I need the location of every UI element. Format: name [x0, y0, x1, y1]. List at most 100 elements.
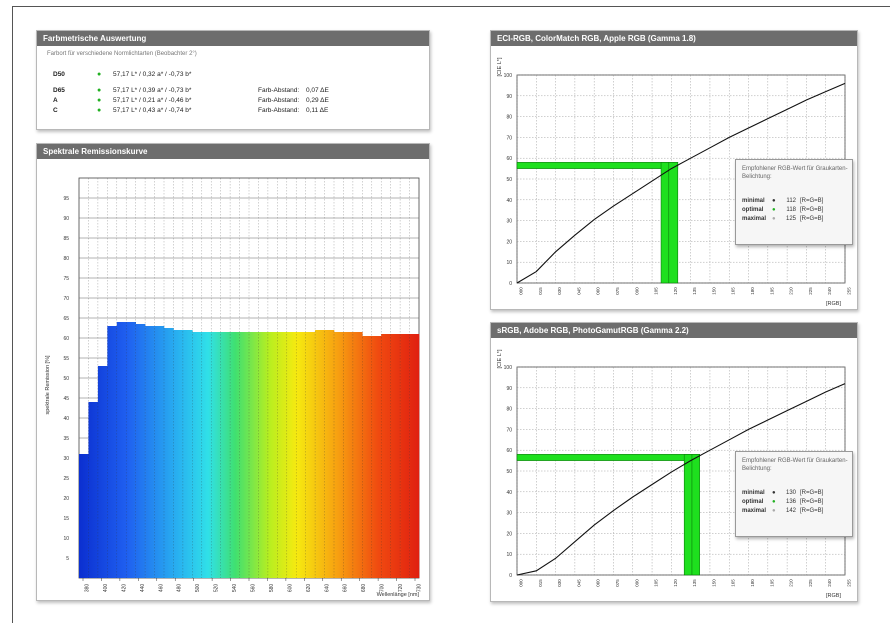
y-tick-label: 15: [63, 516, 69, 522]
distance-value: 0,07 ΔE: [306, 87, 329, 94]
x-tick-label: 400: [103, 584, 109, 593]
y-tick-label: 60: [506, 156, 512, 162]
y-tick-label: 60: [63, 336, 69, 342]
spectral-bar: [305, 332, 316, 578]
x-tick-label: 460: [158, 584, 164, 593]
legend-note: [R=G=B]: [800, 207, 824, 213]
legend-row-optimal: optimal ● 118 [R=G=B]: [742, 207, 823, 213]
x-tick-label: 120: [673, 579, 678, 587]
gamma22-legend: Empfohlener RGB-Wert für Graukarten-Beli…: [735, 451, 853, 537]
dot-icon: ●: [772, 508, 776, 514]
y-tick-label: 55: [63, 356, 69, 362]
spectral-bar: [343, 332, 354, 578]
legend-value: 112: [786, 198, 796, 204]
legend-note: [R=G=B]: [800, 198, 824, 204]
farbmetrik-panel: Farbmetrische Auswertung Farbort für ver…: [36, 30, 430, 130]
spectral-bar: [381, 334, 391, 578]
dot-icon: ●: [772, 216, 776, 222]
dot-icon: ●: [772, 490, 776, 496]
legend-value: 142: [785, 508, 796, 514]
lab-value: 57,17 L* / 0,21 a* / -0,46 b*: [113, 97, 192, 104]
y-tick-label: 0: [509, 573, 512, 579]
spectral-chart: 5 10 15 20 25 30 35 40 45 50 55 60 65 70 75 80 85 90 95 38…: [45, 177, 423, 598]
spectral-bar: [220, 332, 231, 578]
spectral-bar: [352, 332, 363, 578]
x-tick-label: 255: [847, 579, 852, 587]
color-dot-icon: ●: [97, 107, 102, 114]
distance-label: Farb-Abstand:: [258, 87, 300, 94]
y-tick-label: 50: [63, 376, 69, 382]
x-tick-label: 440: [140, 584, 146, 593]
spectral-bar: [258, 332, 269, 578]
spectral-bar: [334, 332, 344, 578]
x-tick-label: 195: [769, 287, 774, 295]
distance-value: 0,11 ΔE: [306, 107, 329, 114]
x-tick-label: 240: [827, 579, 832, 587]
dot-icon: ●: [772, 207, 776, 213]
x-tick-label: 075: [615, 287, 620, 295]
legend-label: minimal: [742, 198, 765, 204]
spectral-bar: [296, 332, 306, 578]
gamma18-ylabel: [CIE L*]: [497, 57, 503, 76]
x-tick-label: 090: [634, 579, 639, 587]
page-frame: [12, 6, 890, 623]
legend-value: 136: [785, 499, 796, 505]
y-tick-label: 30: [506, 219, 512, 225]
lichtart-label: D65: [53, 87, 65, 94]
legend-value: 118: [786, 207, 796, 213]
x-tick-label: 150: [711, 579, 716, 587]
gamma18-legend: Empfohlener RGB-Wert für Graukarten-Beli…: [735, 159, 853, 245]
spectral-bar: [267, 332, 278, 578]
color-dot-icon: ●: [97, 97, 102, 104]
x-tick-label: 180: [750, 287, 755, 295]
x-tick-label: 105: [654, 287, 659, 295]
x-tick-label: 060: [596, 287, 601, 295]
x-tick-label: 225: [808, 579, 813, 587]
spectral-bar: [249, 332, 259, 578]
distance-value: 0,29 ΔE: [306, 97, 329, 104]
spectral-bar: [88, 402, 99, 578]
legend-row-minimal: minimal ● 130 [R=G=B]: [742, 490, 823, 496]
y-tick-label: 65: [63, 316, 69, 322]
recommended-band-horizontal: [516, 162, 679, 169]
gamma18-title: ECI-RGB, ColorMatch RGB, Apple RGB (Gamm…: [491, 31, 857, 46]
spectral-xlabel: Wellenlänge [nm]: [377, 592, 420, 598]
x-tick-label: 060: [596, 579, 601, 587]
x-tick-label: 700: [380, 584, 386, 593]
x-tick-label: 120: [673, 287, 678, 295]
dot-icon: ●: [772, 198, 776, 204]
x-tick-label: 105: [654, 579, 659, 587]
distance-label: Farb-Abstand:: [258, 97, 300, 104]
legend-row-optimal: optimal ● 136 [R=G=B]: [742, 499, 823, 505]
farbmetrik-subtitle: Farbort für verschiedene Normlichtarten …: [47, 51, 197, 57]
x-tick-label: 720: [398, 584, 404, 593]
gamma22-xlabel: [RGB]: [826, 593, 841, 599]
lab-value: 57,17 L* / 0,43 a* / -0,74 b*: [113, 107, 192, 114]
spectral-bar: [286, 332, 297, 578]
lichtart-label: C: [53, 107, 58, 114]
farbmetrik-title: Farbmetrische Auswertung: [37, 31, 429, 46]
y-tick-label: 5: [66, 556, 69, 562]
x-tick-label: 075: [615, 579, 620, 587]
y-tick-label: 70: [506, 427, 512, 433]
x-tick-label: 180: [750, 579, 755, 587]
x-tick-label: 240: [827, 287, 832, 295]
y-tick-label: 80: [506, 115, 512, 121]
legend-label: optimal: [742, 499, 764, 505]
legend-note: [R=G=B]: [800, 216, 824, 222]
spectral-bar: [116, 322, 127, 578]
x-tick-label: 255: [847, 287, 852, 295]
y-tick-label: 95: [63, 196, 69, 202]
spectral-bar: [201, 332, 212, 578]
y-tick-label: 30: [506, 511, 512, 517]
legend-row-minimal: minimal ● 112 [R=G=B]: [742, 198, 823, 204]
spektral-panel: Spektrale Remissionskurve 5 10 15 20 25 30 35 4…: [36, 143, 430, 601]
x-tick-label: 520: [214, 584, 220, 593]
x-tick-label: 580: [269, 584, 275, 593]
legend-row-maximal: maximal ● 125 [R=G=B]: [742, 216, 823, 222]
spectral-bar: [239, 332, 250, 578]
y-tick-label: 90: [506, 386, 512, 392]
legend-note: [R=G=B]: [800, 490, 824, 496]
y-tick-label: 100: [504, 365, 513, 371]
spectral-bar: [362, 336, 373, 578]
